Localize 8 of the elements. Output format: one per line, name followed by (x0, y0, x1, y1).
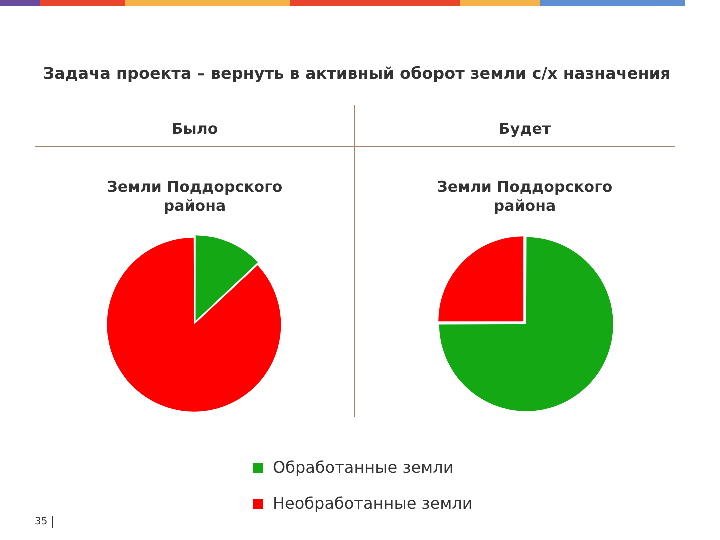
chart-title: Земли Поддорского района (436, 178, 614, 216)
legend-label: Обработанные земли (273, 458, 454, 477)
chart-subtitle: Будет (498, 120, 552, 138)
chart-subtitle: Было (170, 120, 220, 138)
text: 35 (35, 516, 48, 528)
legend-label: Необработанные земли (273, 494, 473, 513)
chart-title: Земли Поддорского района (106, 178, 284, 216)
text: Задача проекта – вернуть в активный оборот земли с/х назначения (43, 64, 671, 83)
